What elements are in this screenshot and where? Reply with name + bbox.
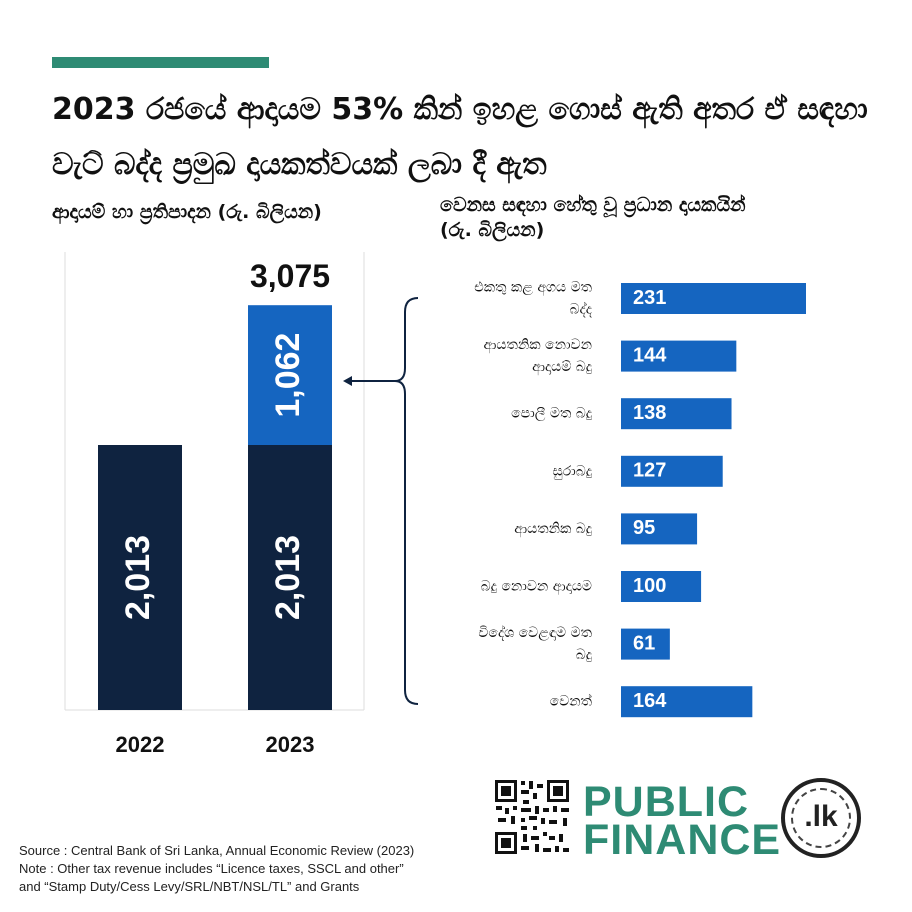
note-line-2: and “Stamp Duty/Cess Levy/SRL/NBT/NSL/TL… (19, 879, 360, 894)
bar-total-label: 3,075 (250, 258, 330, 294)
logo-seal-ring (791, 788, 851, 848)
logo-line-1: PUBLIC (583, 778, 750, 826)
footer: Source : Central Bank of Sri Lanka, Annu… (19, 842, 489, 896)
contributor-label: විදේශ වෙළඳාම මත (478, 625, 592, 641)
left-chart-subtitle: ආදායම් හා ප්‍රතිපාදන (රු. බිලියන) (52, 201, 322, 223)
contributor-bar-value: 127 (633, 460, 666, 482)
contributor-bar (621, 340, 737, 372)
note-line-1: Note : Other tax revenue includes “Licen… (19, 861, 404, 876)
contributor-bar (621, 283, 806, 314)
accent-bar (52, 57, 269, 68)
x-tick-label: 2023 (266, 732, 315, 757)
contributor-bar-value: 95 (633, 517, 655, 539)
contributor-bar (621, 571, 702, 602)
source-text: Source : Central Bank of Sri Lanka, Annu… (19, 843, 415, 858)
bar-value-label: 2,013 (119, 535, 157, 620)
public-finance-logo[interactable]: PUBLIC FINANCE .lk (583, 778, 873, 862)
contributor-bar (621, 398, 732, 430)
contributor-bar-value: 61 (633, 632, 655, 654)
contributor-bar-value: 231 (633, 287, 666, 309)
bar-value-label: 1,062 (269, 333, 307, 418)
contributor-bar (621, 628, 670, 660)
horizontal-bar-group: 231 එකතු කළ අගය මත බද්ද 144 ආයතනික නොවන ආදායම… (474, 280, 806, 718)
contributor-bar-value: 144 (633, 344, 667, 366)
contributor-label: ආයතනික බදු (514, 521, 592, 538)
contributor-bar-value: 138 (633, 402, 666, 424)
contributor-bar (621, 513, 698, 545)
bar-segment-2022-0 (98, 445, 182, 710)
contributor-label: සුරාබදු (553, 463, 592, 480)
bar-value-label: 2,013 (269, 535, 307, 620)
x-tick-label: 2022 (116, 732, 165, 757)
contributor-label: පොලී මත බදු (511, 406, 592, 422)
contributor-label: වෙනත් (550, 694, 593, 710)
contributor-bar-value: 164 (633, 690, 667, 712)
bar-segment-2023-0 (248, 445, 332, 710)
bar-segment-2023-1 (248, 305, 332, 445)
contributor-bar (621, 455, 723, 487)
contributor-label: එකතු කළ අගය මත (474, 280, 592, 297)
logo-seal-text: .lk (804, 800, 838, 833)
contributor-label: ආයතනික නොවන (484, 337, 592, 354)
contributor-bar (621, 686, 753, 718)
logo-line-2: FINANCE (583, 816, 782, 864)
contributor-label: ආදායම් බදු (532, 359, 592, 376)
contributor-label: බදු නොවන ආදායම (481, 579, 592, 596)
logo-seal: .lk (781, 778, 861, 858)
page-title: 2023 රජයේ ආදායම 53% කින් ඉහළ ගොස් ඇති අත… (52, 92, 868, 182)
arrow-head (343, 376, 352, 386)
qr-code-icon[interactable] (493, 778, 571, 856)
contributor-label: බදු (576, 647, 592, 663)
bracket (394, 297, 419, 705)
right-chart-subtitle: වෙනස සඳහා හේතු වූ ප්‍රධාන දායකයින් (රු. … (440, 194, 746, 241)
contributor-bar-value: 100 (633, 575, 666, 597)
stacked-bar-group: 2,013 2022 2,013 1,062 3,075 2023 (98, 258, 332, 757)
contributor-label: බද්ද (570, 301, 592, 317)
